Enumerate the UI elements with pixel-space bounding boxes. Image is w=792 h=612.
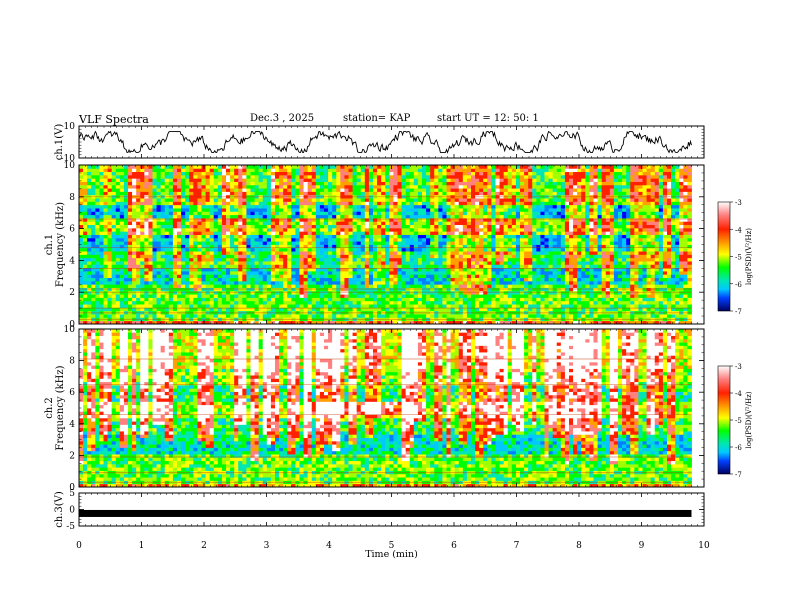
x-tick-label: 9 bbox=[639, 541, 645, 551]
x-tick-label: 10 bbox=[698, 541, 710, 551]
ch3-signal-ytick-label: 5 bbox=[69, 489, 75, 499]
ch2-spectrogram-colorbar bbox=[717, 365, 731, 475]
ch2-spectrogram-ytick-label: 4 bbox=[69, 420, 75, 430]
ch1-spectrogram-colorbar bbox=[717, 201, 731, 312]
x-tick-label: 6 bbox=[451, 541, 457, 551]
ch1-spectrogram-ylabel-channel: ch.1 bbox=[44, 234, 55, 256]
ch1-spectrogram-colorbar-tick-label: -6 bbox=[735, 281, 742, 289]
ch3-signal-ytick-label: -5 bbox=[66, 522, 75, 532]
ch2-spectrogram-colorbar-label: log(PSD)(V²/Hz) bbox=[745, 391, 753, 448]
ch3-signal-band bbox=[79, 509, 692, 517]
ch1-spectrogram-ytick-label: 6 bbox=[69, 225, 75, 235]
station-label: station= KAP bbox=[343, 113, 411, 124]
ch1-waveform-line bbox=[78, 130, 692, 154]
ch2-spectrogram-ytick-label: 0 bbox=[69, 483, 75, 493]
ch1-spectrogram-ylabel-frequency: Frequency (kHz) bbox=[55, 202, 66, 287]
x-tick-label: 3 bbox=[264, 541, 270, 551]
ch2-spectrogram-colorbar-tick-label: -4 bbox=[735, 390, 742, 398]
ch1-spectrogram-colorbar-tick-label: -7 bbox=[735, 308, 742, 316]
ch2-spectrogram-ytick-label: 10 bbox=[64, 325, 76, 335]
x-tick-label: 2 bbox=[201, 541, 207, 551]
ch1-spectrogram-ytick-label: 8 bbox=[69, 193, 75, 203]
ch2-spectrogram-ylabel-frequency: Frequency (kHz) bbox=[55, 365, 66, 450]
ch3-signal-frame bbox=[78, 492, 705, 527]
x-tick-label: 7 bbox=[514, 541, 520, 551]
ch1-waveform-ylabel: ch.1(V) bbox=[54, 124, 65, 161]
ch3-signal-ytick-label: 0 bbox=[69, 506, 75, 516]
ch1-spectrogram-ytick-label: 10 bbox=[64, 161, 76, 171]
ch2-spectrogram-cells bbox=[79, 329, 692, 488]
ch1-spectrogram-colorbar-tick-label: -3 bbox=[735, 199, 742, 207]
ch2-spectrogram-ytick-label: 8 bbox=[69, 357, 75, 367]
ch1-spectrogram-colorbar-tick-label: -5 bbox=[735, 254, 742, 262]
start-time-label: start UT = 12: 50: 1 bbox=[437, 113, 539, 124]
ch2-spectrogram-colorbar-tick-label: -6 bbox=[735, 444, 742, 452]
ch2-spectrogram-ytick-label: 2 bbox=[69, 451, 75, 461]
x-axis-label: Time (min) bbox=[365, 549, 418, 560]
x-tick-label: 4 bbox=[326, 541, 332, 551]
ch1-spectrogram-colorbar-label: log(PSD)(V²/Hz) bbox=[745, 228, 753, 285]
ch2-spectrogram-colorbar-tick-label: -7 bbox=[735, 471, 742, 479]
chart-title: VLF Spectra bbox=[79, 113, 149, 126]
ch2-spectrogram-colorbar-tick-label: -3 bbox=[735, 363, 742, 371]
ch1-waveform-ytick-label: 10 bbox=[64, 122, 76, 132]
x-tick-label: 8 bbox=[576, 541, 582, 551]
x-tick-label: 1 bbox=[139, 541, 145, 551]
ch1-spectrogram-ytick-label: 2 bbox=[69, 288, 75, 298]
ch2-spectrogram-ylabel-channel: ch.2 bbox=[44, 397, 55, 419]
ch1-waveform-ytick-label: -10 bbox=[61, 154, 76, 164]
ch3-signal-ylabel: ch.3(V) bbox=[54, 491, 65, 528]
ch1-spectrogram-cells bbox=[79, 165, 692, 325]
ch2-spectrogram-ytick-label: 6 bbox=[69, 388, 75, 398]
date-label: Dec.3 , 2025 bbox=[250, 113, 315, 124]
ch2-spectrogram-colorbar-tick-label: -5 bbox=[735, 417, 742, 425]
x-tick-label: 0 bbox=[76, 541, 82, 551]
ch1-spectrogram-ytick-label: 0 bbox=[69, 320, 75, 330]
x-tick-label: 5 bbox=[389, 541, 395, 551]
ch1-spectrogram-colorbar-tick-label: -4 bbox=[735, 226, 742, 234]
ch1-spectrogram-ytick-label: 4 bbox=[69, 256, 75, 266]
